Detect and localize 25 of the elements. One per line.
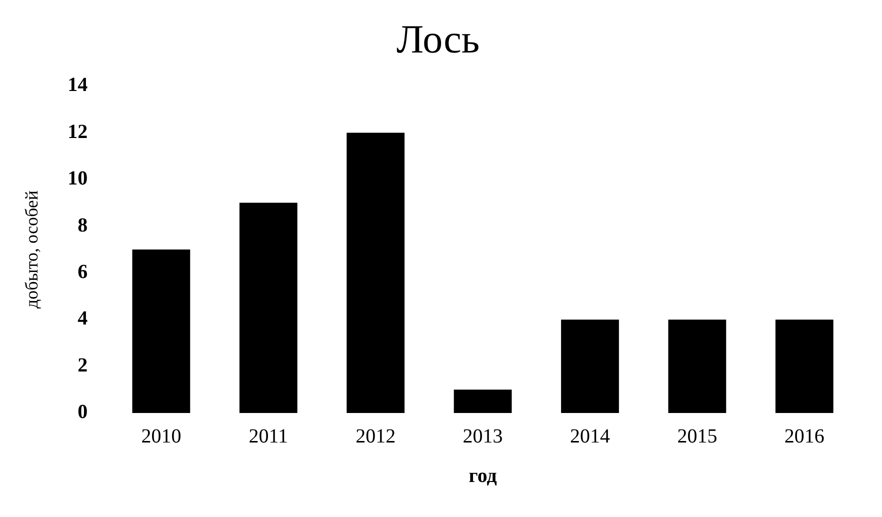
y-tick-label: 0 <box>78 401 88 424</box>
y-tick-label: 12 <box>68 120 88 143</box>
chart-title: Лось <box>396 16 480 62</box>
y-tick-label: 6 <box>78 261 88 284</box>
y-axis-title: добыто, особей <box>22 190 42 309</box>
y-tick-label: 8 <box>78 214 88 236</box>
x-axis-title: год <box>468 465 497 488</box>
x-tick-label: 2011 <box>248 425 288 448</box>
bar <box>561 320 619 413</box>
y-tick-label: 14 <box>68 74 88 96</box>
y-tick-label: 2 <box>78 354 88 376</box>
bar <box>239 202 298 413</box>
bar <box>668 320 726 413</box>
bar <box>132 250 190 413</box>
x-tick-label: 2012 <box>356 425 396 448</box>
x-tick-label: 2010 <box>141 425 182 448</box>
bar <box>346 132 405 413</box>
y-tick-label: 4 <box>78 308 88 330</box>
x-tick-label: 2015 <box>677 425 718 448</box>
x-tick-label: 2014 <box>570 425 610 448</box>
bar <box>454 390 512 413</box>
x-tick-label: 2013 <box>462 425 503 448</box>
x-tick-label: 2016 <box>784 425 824 448</box>
y-tick-label: 10 <box>68 168 88 190</box>
bar <box>775 320 834 413</box>
